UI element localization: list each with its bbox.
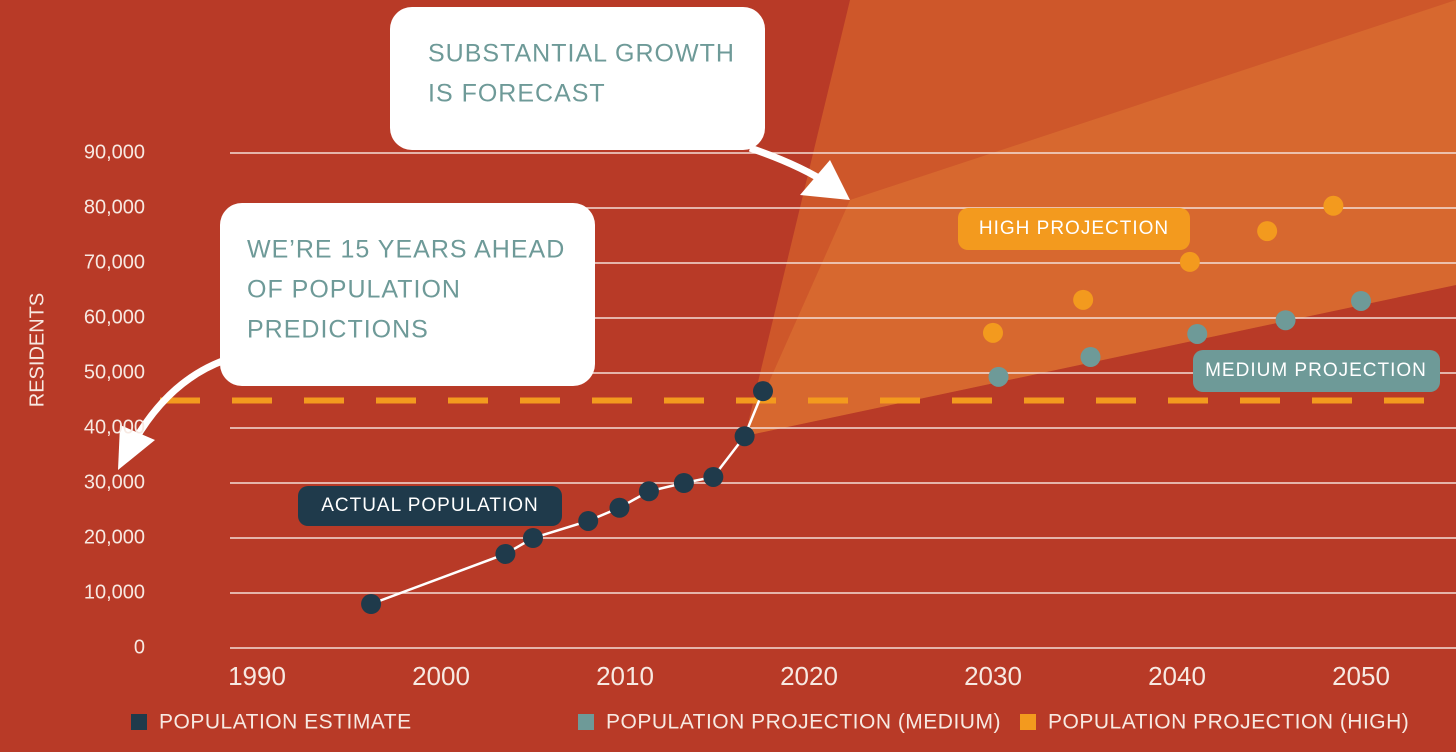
data-point xyxy=(753,381,773,402)
data-point xyxy=(638,481,659,502)
series-tag-label: HIGH PROJECTION xyxy=(979,218,1169,239)
series-tag-label: ACTUAL POPULATION xyxy=(321,495,539,516)
x-tick-label: 2020 xyxy=(780,661,838,691)
texts: 0 10,000 20,000 30,000 40,000 50,000 60,000 70,… xyxy=(26,40,1427,734)
callout-text: IS FORECAST xyxy=(428,80,606,108)
y-tick-label: 30,000 xyxy=(84,471,145,493)
data-point xyxy=(1179,251,1200,272)
x-tick-label: 2050 xyxy=(1332,661,1390,691)
arrow-head xyxy=(800,160,850,200)
callout-text: SUBSTANTIAL GROWTH xyxy=(428,40,735,68)
series-tag xyxy=(958,208,1190,250)
data-point xyxy=(1073,289,1094,310)
data-point xyxy=(523,528,543,548)
callout-text: WE’RE 15 YEARS AHEAD xyxy=(247,236,565,264)
arrow xyxy=(131,356,227,442)
y-axis-label: RESIDENTS xyxy=(26,293,48,407)
y-tick-label: 40,000 xyxy=(84,416,145,438)
data-point xyxy=(609,497,630,518)
series-line xyxy=(370,390,765,606)
data-point xyxy=(988,366,1009,387)
x-tick-label: 1990 xyxy=(228,661,286,691)
series-tag xyxy=(1193,350,1440,392)
x-tick-label: 2040 xyxy=(1148,661,1206,691)
x-tick-label: 2010 xyxy=(596,661,654,691)
y-tick-label: 20,000 xyxy=(84,526,145,548)
legend-label: POPULATION PROJECTION (HIGH) xyxy=(1048,711,1409,734)
y-tick-label: 0 xyxy=(134,636,145,658)
legend-swatch xyxy=(578,714,594,730)
series-tag-label: MEDIUM PROJECTION xyxy=(1205,360,1427,381)
data-point xyxy=(1080,347,1101,368)
y-tick-label: 70,000 xyxy=(84,251,145,273)
legend-swatch xyxy=(1020,714,1036,730)
data-point xyxy=(495,543,516,564)
callout-box xyxy=(390,7,765,150)
x-tick-label: 2030 xyxy=(964,661,1022,691)
data-point xyxy=(703,466,724,487)
data-point xyxy=(578,510,599,531)
data-point xyxy=(734,426,755,447)
series-tag xyxy=(298,486,562,526)
arrow-head xyxy=(118,425,155,470)
data-point xyxy=(1351,290,1371,311)
y-tick-label: 80,000 xyxy=(84,196,145,218)
legend-label: POPULATION PROJECTION (MEDIUM) xyxy=(606,711,1001,734)
y-tick-label: 60,000 xyxy=(84,306,145,328)
data-point xyxy=(1275,310,1296,331)
callout-text: PREDICTIONS xyxy=(247,316,429,344)
data-point xyxy=(673,473,694,493)
data-point xyxy=(1323,195,1344,216)
marks xyxy=(361,195,1371,614)
legend-label: POPULATION ESTIMATE xyxy=(159,711,412,734)
callout-box xyxy=(220,203,595,386)
legend-swatch xyxy=(131,714,147,730)
data-point xyxy=(983,322,1003,343)
x-tick-label: 2000 xyxy=(412,661,470,691)
y-tick-label: 90,000 xyxy=(84,141,145,163)
data-point xyxy=(1257,221,1278,242)
data-point xyxy=(1187,323,1208,344)
data-point xyxy=(361,594,382,614)
callout-text: OF POPULATION xyxy=(247,276,461,304)
y-tick-label: 50,000 xyxy=(84,361,145,383)
y-tick-label: 10,000 xyxy=(84,581,145,603)
